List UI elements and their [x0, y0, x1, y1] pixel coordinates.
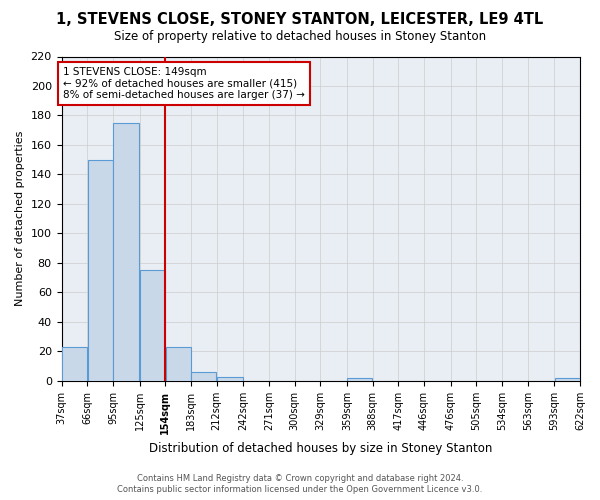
Bar [166, 347, 191, 381]
Text: 1, STEVENS CLOSE, STONEY STANTON, LEICESTER, LE9 4TL: 1, STEVENS CLOSE, STONEY STANTON, LEICES… [56, 12, 544, 28]
Bar [88, 160, 113, 381]
X-axis label: Distribution of detached houses by size in Stoney Stanton: Distribution of detached houses by size … [149, 442, 493, 455]
Bar [554, 378, 580, 381]
Bar [191, 372, 216, 381]
Bar [62, 347, 87, 381]
Bar [140, 270, 165, 381]
Y-axis label: Number of detached properties: Number of detached properties [15, 131, 25, 306]
Text: Size of property relative to detached houses in Stoney Stanton: Size of property relative to detached ho… [114, 30, 486, 43]
Text: Contains HM Land Registry data © Crown copyright and database right 2024.
Contai: Contains HM Land Registry data © Crown c… [118, 474, 482, 494]
Bar [347, 378, 372, 381]
Bar [113, 123, 139, 381]
Text: 1 STEVENS CLOSE: 149sqm
← 92% of detached houses are smaller (415)
8% of semi-de: 1 STEVENS CLOSE: 149sqm ← 92% of detache… [64, 67, 305, 100]
Bar [217, 376, 243, 381]
